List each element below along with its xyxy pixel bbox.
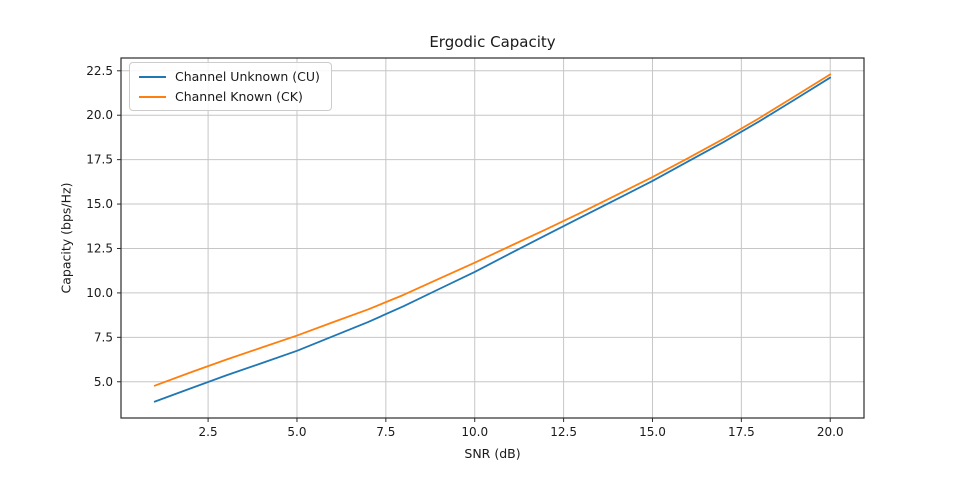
x-tick-label: 12.5 xyxy=(550,425,577,439)
x-tick-label: 15.0 xyxy=(639,425,666,439)
y-tick-label: 5.0 xyxy=(94,375,113,389)
cu-line-swatch xyxy=(139,75,166,78)
plot-frame xyxy=(120,57,865,419)
y-axis-label: Capacity (bps/Hz) xyxy=(58,182,74,294)
legend: Channel Unknown (CU) Channel Known (CK) xyxy=(129,62,332,111)
x-tick-label: 10.0 xyxy=(461,425,488,439)
y-tick-label: 7.5 xyxy=(94,330,113,344)
chart-title: Ergodic Capacity xyxy=(429,33,556,51)
legend-label-cu: Channel Unknown (CU) xyxy=(175,69,320,84)
x-tick-label: 17.5 xyxy=(728,425,755,439)
x-tick-label: 2.5 xyxy=(199,425,218,439)
legend-item-cu: Channel Unknown (CU) xyxy=(139,69,320,84)
y-tick-label: 15.0 xyxy=(86,197,113,211)
legend-label-ck: Channel Known (CK) xyxy=(175,89,303,104)
tick-marks xyxy=(117,70,831,422)
series-line-cu xyxy=(153,76,832,403)
ck-line-swatch xyxy=(139,95,166,98)
x-tick-label: 7.5 xyxy=(376,425,395,439)
y-tick-label: 17.5 xyxy=(86,153,113,167)
x-axis-label: SNR (dB) xyxy=(464,446,521,461)
gridlines xyxy=(121,58,864,418)
tick-labels: 2.5 5.0 7.5 10.0 12.5 15.0 17.5 20.0 5.0 7.5 10.0 1… xyxy=(86,64,843,439)
series-line-ck xyxy=(153,73,832,387)
x-tick-label: 20.0 xyxy=(817,425,844,439)
y-tick-label: 22.5 xyxy=(86,64,113,78)
y-tick-label: 20.0 xyxy=(86,108,113,122)
y-tick-label: 10.0 xyxy=(86,286,113,300)
y-tick-label: 12.5 xyxy=(86,241,113,255)
legend-item-ck: Channel Known (CK) xyxy=(139,89,320,104)
x-tick-label: 5.0 xyxy=(287,425,306,439)
